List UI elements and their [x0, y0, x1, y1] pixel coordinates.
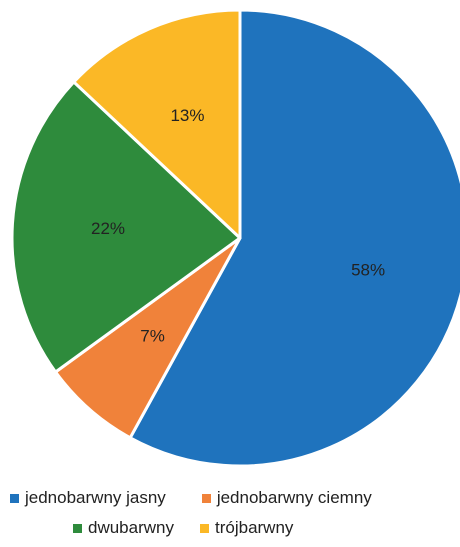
legend-label: jednobarwny ciemny — [216, 488, 372, 507]
pie-slice-0 — [128, 8, 460, 468]
pie-slice-2 — [10, 80, 242, 374]
pie-data-labels: 58% 7% 22% 13% — [91, 106, 385, 346]
legend-item-jednobarwny-ciemny: jednobarwny ciemny — [201, 488, 372, 508]
legend-swatch — [200, 523, 209, 533]
legend-label: dwubarwny — [88, 518, 174, 537]
legend-item-trojbarwny: trójbarwny — [200, 518, 293, 538]
legend-swatch — [10, 493, 19, 503]
legend-label: jednobarwny jasny — [25, 488, 166, 507]
pie-slices — [10, 8, 460, 468]
pie-data-label-1: 7% — [140, 327, 165, 346]
legend-label: trójbarwny — [215, 518, 294, 537]
legend-swatch — [73, 523, 82, 533]
pie-data-label-0: 58% — [351, 260, 385, 279]
pie-slice-3 — [72, 8, 242, 240]
legend-item-dwubarwny: dwubarwny — [73, 518, 174, 538]
pie-data-label-2: 22% — [91, 219, 125, 238]
legend-swatch — [201, 493, 211, 503]
legend-item-jednobarwny-jasny: jednobarwny jasny — [10, 488, 166, 508]
pie-data-label-3: 13% — [170, 106, 204, 125]
